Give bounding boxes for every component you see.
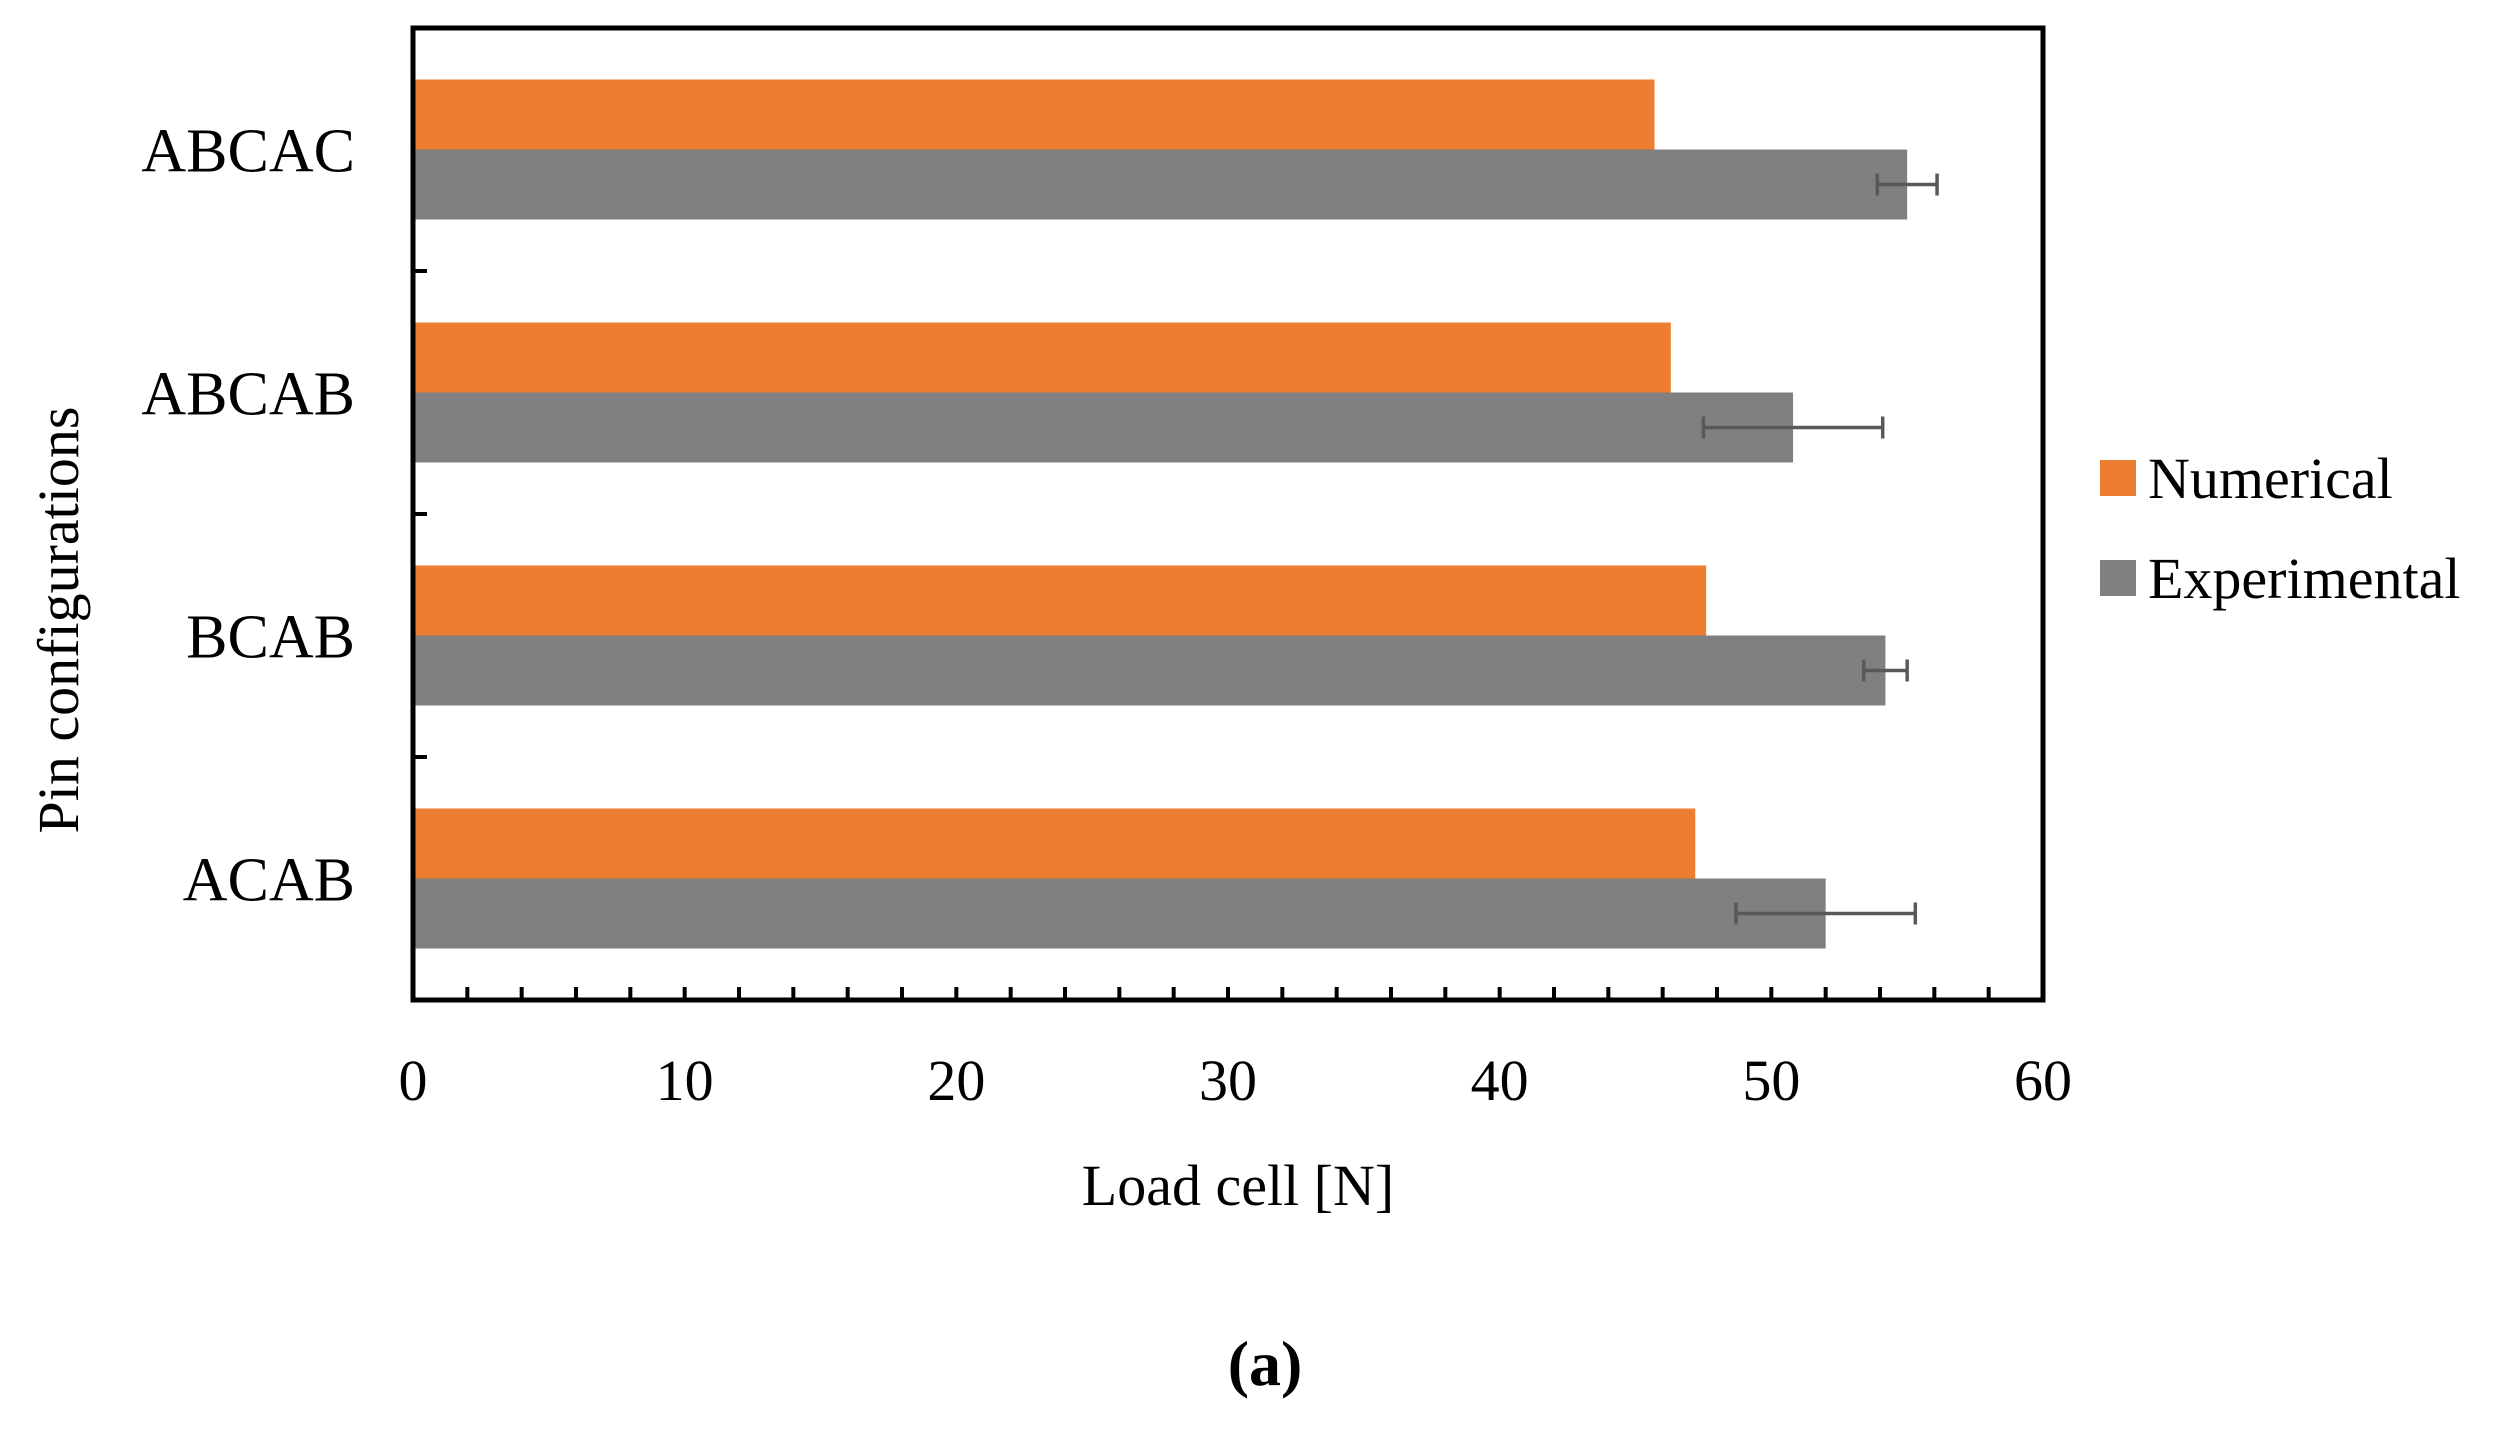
plot-area [413,79,1939,949]
legend-label-experimental: Experimental [2148,546,2460,611]
y-tick-label-bcab: BCAB [186,604,355,672]
figure-caption: (a) [1228,1328,1303,1399]
x-tick-label-60: 60 [2014,1048,2072,1113]
y-tick-label-acab: ACAB [183,847,355,915]
bar-experimental-abcac [413,149,1908,220]
bar-numerical-abcab [413,322,1671,393]
x-tick-label-30: 30 [1199,1048,1257,1113]
x-tick-label-40: 40 [1471,1048,1529,1113]
error-bar-abcab [1701,416,1885,439]
axes: ABCAC ABCAB BCAB ACAB 0 10 20 30 40 50 60 [141,25,2072,1113]
x-axis-title: Load cell [N] [1082,1153,1394,1218]
bar-experimental-bcab [413,635,1886,706]
error-bar-abcac [1875,173,1939,196]
y-tick-label-abcab: ABCAB [141,361,355,429]
bar-experimental-acab [413,878,1826,949]
legend-swatch-numerical [2100,460,2136,496]
error-bar-acab [1734,902,1918,925]
x-tick-label-0: 0 [399,1048,428,1113]
bar-experimental-abcab [413,392,1794,463]
bar-numerical-acab [413,808,1696,879]
legend: Numerical Experimental [2100,446,2460,611]
legend-swatch-experimental [2100,560,2136,596]
x-tick-label-10: 10 [656,1048,714,1113]
y-axis-title: Pin configurations [26,407,91,834]
bar-numerical-abcac [413,79,1655,150]
y-tick-label-abcac: ABCAC [141,118,355,186]
x-tick-label-20: 20 [927,1048,985,1113]
bar-numerical-bcab [413,565,1707,636]
legend-label-numerical: Numerical [2148,446,2393,511]
error-bar-bcab [1861,659,1909,682]
x-tick-label-50: 50 [1742,1048,1800,1113]
